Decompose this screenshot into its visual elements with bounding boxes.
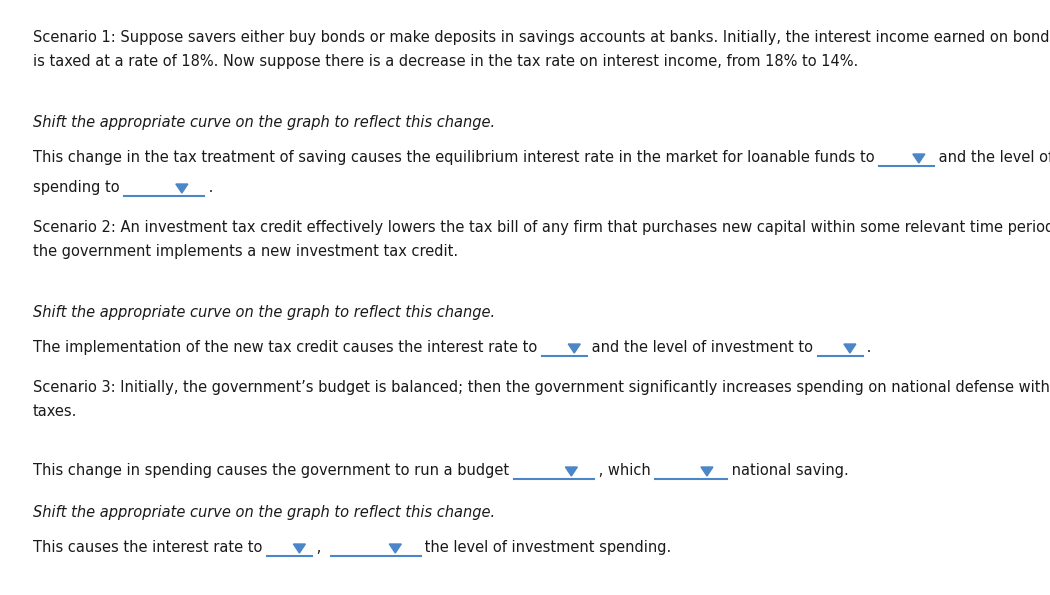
Polygon shape	[568, 344, 581, 353]
Text: and the level of investment to: and the level of investment to	[587, 340, 818, 355]
Text: .: .	[205, 180, 213, 195]
Text: Shift the appropriate curve on the graph to reflect this change.: Shift the appropriate curve on the graph…	[33, 505, 496, 520]
Text: and the level of investment: and the level of investment	[934, 150, 1050, 165]
Polygon shape	[844, 344, 856, 353]
Text: taxes.: taxes.	[33, 404, 78, 419]
Text: Shift the appropriate curve on the graph to reflect this change.: Shift the appropriate curve on the graph…	[33, 305, 496, 320]
Text: Scenario 1: Suppose savers either buy bonds or make deposits in savings accounts: Scenario 1: Suppose savers either buy bo…	[33, 30, 1050, 45]
Text: .: .	[862, 340, 872, 355]
Text: is taxed at a rate of 18%. Now suppose there is a decrease in the tax rate on in: is taxed at a rate of 18%. Now suppose t…	[33, 54, 858, 69]
Text: the government implements a new investment tax credit.: the government implements a new investme…	[33, 244, 458, 259]
Polygon shape	[390, 544, 401, 553]
Text: Scenario 3: Initially, the government’s budget is balanced; then the government : Scenario 3: Initially, the government’s …	[33, 380, 1050, 395]
Polygon shape	[701, 467, 713, 476]
Text: The implementation of the new tax credit causes the interest rate to: The implementation of the new tax credit…	[33, 340, 542, 355]
Polygon shape	[912, 154, 925, 163]
Text: This causes the interest rate to: This causes the interest rate to	[33, 540, 267, 555]
Text: ,: ,	[312, 540, 331, 555]
Text: Shift the appropriate curve on the graph to reflect this change.: Shift the appropriate curve on the graph…	[33, 115, 496, 130]
Polygon shape	[565, 467, 578, 476]
Text: the level of investment spending.: the level of investment spending.	[420, 540, 672, 555]
Text: This change in the tax treatment of saving causes the equilibrium interest rate : This change in the tax treatment of savi…	[33, 150, 879, 165]
Text: spending to: spending to	[33, 180, 124, 195]
Text: This change in spending causes the government to run a budget: This change in spending causes the gover…	[33, 463, 513, 478]
Text: national saving.: national saving.	[727, 463, 848, 478]
Text: , which: , which	[593, 463, 655, 478]
Text: Scenario 2: An investment tax credit effectively lowers the tax bill of any firm: Scenario 2: An investment tax credit eff…	[33, 220, 1050, 235]
Polygon shape	[175, 184, 188, 193]
Polygon shape	[293, 544, 306, 553]
